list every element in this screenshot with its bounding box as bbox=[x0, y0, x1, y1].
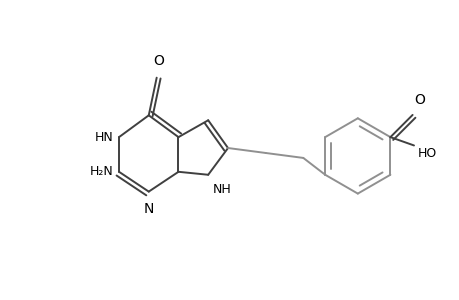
Text: O: O bbox=[414, 93, 425, 107]
Text: N: N bbox=[143, 202, 154, 215]
Text: H₂N: H₂N bbox=[89, 165, 113, 178]
Text: NH: NH bbox=[213, 183, 231, 196]
Text: HO: HO bbox=[417, 147, 436, 161]
Text: HN: HN bbox=[94, 130, 113, 144]
Text: O: O bbox=[153, 54, 164, 68]
